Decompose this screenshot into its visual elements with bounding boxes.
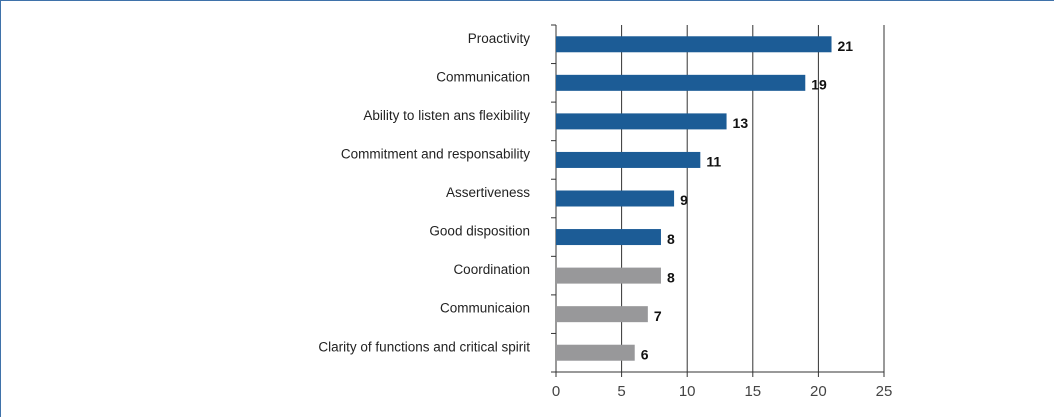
y-tick-label: Communication bbox=[436, 69, 530, 84]
y-tick-label: Coordination bbox=[453, 262, 530, 277]
y-tick-label: Good disposition bbox=[429, 224, 530, 239]
y-tick-label: Proactivity bbox=[468, 31, 531, 46]
value-label: 6 bbox=[641, 346, 649, 362]
y-tick-label: Commitment and responsability bbox=[341, 147, 530, 162]
x-tick-label: 10 bbox=[679, 383, 696, 400]
x-tick-label: 25 bbox=[876, 383, 893, 400]
value-label: 11 bbox=[706, 154, 721, 170]
value-label: 8 bbox=[667, 231, 675, 247]
bar bbox=[556, 113, 727, 130]
value-label: 7 bbox=[654, 308, 662, 324]
x-tick-label: 15 bbox=[744, 383, 761, 400]
x-tick-label: 20 bbox=[810, 383, 827, 400]
bar bbox=[556, 36, 832, 53]
value-label: 9 bbox=[680, 192, 688, 208]
bar bbox=[556, 267, 661, 284]
bar bbox=[556, 74, 806, 91]
y-tick-label: Communicaion bbox=[440, 301, 530, 316]
value-label: 8 bbox=[667, 269, 675, 285]
y-tick-label: Clarity of functions and critical spirit bbox=[318, 339, 530, 354]
bar bbox=[556, 190, 675, 207]
bar bbox=[556, 229, 661, 246]
bar bbox=[556, 151, 701, 168]
y-tick-label: Assertiveness bbox=[446, 185, 530, 200]
bar bbox=[556, 344, 635, 361]
y-tick-label: Ability to listen ans flexibility bbox=[363, 108, 530, 123]
value-label: 19 bbox=[811, 77, 827, 93]
x-tick-label: 0 bbox=[552, 383, 560, 400]
bar bbox=[556, 306, 648, 323]
value-label: 21 bbox=[838, 38, 854, 54]
value-label: 13 bbox=[733, 115, 749, 131]
x-tick-label: 5 bbox=[617, 383, 625, 400]
